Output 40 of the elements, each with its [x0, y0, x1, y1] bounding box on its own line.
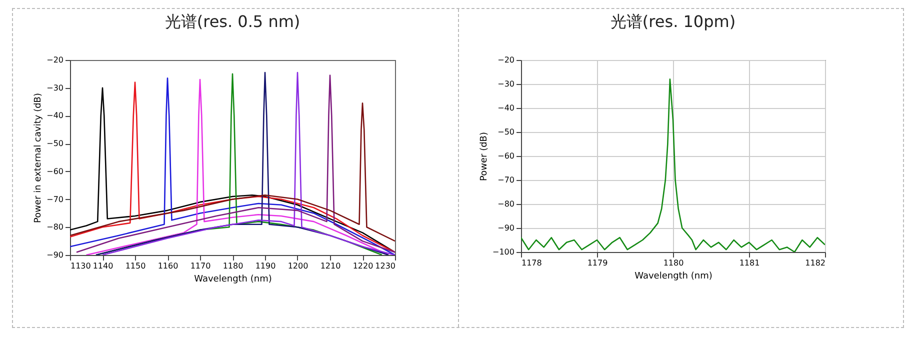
y-tick-label: −60	[46, 166, 64, 176]
x-tick-label: 1130	[70, 262, 91, 270]
y-axis-title: Power (dB)	[480, 132, 490, 181]
y-tick-label: −80	[46, 222, 64, 232]
y-tick-label: −70	[498, 176, 514, 184]
chart-title: 光谱(res. 0.5 nm)	[164, 12, 300, 31]
y-tick-label: −20	[498, 56, 514, 64]
y-tick-label: −50	[498, 128, 514, 136]
y-tick-label: −90	[498, 224, 514, 232]
chart-title: 光谱(res. 10pm)	[610, 12, 736, 31]
x-tick-label: 1220	[352, 262, 374, 270]
x-tick-label: 1179	[587, 258, 608, 268]
x-tick-label: 1230	[375, 262, 396, 270]
x-tick-label: 1182	[805, 258, 826, 268]
y-tick-label: −40	[46, 111, 64, 120]
y-tick-label: −80	[498, 200, 514, 208]
y-tick-label: −60	[498, 152, 514, 160]
x-tick-label: 1210	[320, 262, 341, 270]
y-axis-title: Power in external cavity (dB)	[34, 93, 44, 223]
x-tick-label: 1170	[190, 262, 211, 270]
y-tick-label: −30	[46, 83, 64, 92]
x-tick-label: 1140	[92, 262, 114, 270]
x-axis-title: Wavelength (nm)	[634, 272, 712, 282]
x-tick-label: 1200	[288, 262, 308, 270]
y-tick-label: −50	[46, 139, 64, 148]
x-tick-label: 1178	[522, 258, 542, 268]
line-series	[70, 102, 395, 242]
y-tick-label: −100	[492, 248, 514, 256]
y-tick-label: −40	[498, 104, 514, 112]
y-tick-label: −70	[46, 194, 64, 204]
x-axis-title: Wavelength (nm)	[194, 274, 272, 284]
x-tick-label: 1190	[255, 262, 276, 270]
x-tick-label: 1180	[222, 262, 244, 270]
x-tick-label: 1160	[158, 262, 178, 270]
x-tick-label: 1150	[125, 262, 146, 270]
x-tick-label: 1181	[739, 258, 760, 268]
y-tick-label: −20	[46, 56, 64, 64]
x-tick-label: 1180	[663, 258, 684, 268]
y-tick-label: −90	[46, 250, 64, 260]
y-tick-label: −30	[498, 80, 514, 88]
